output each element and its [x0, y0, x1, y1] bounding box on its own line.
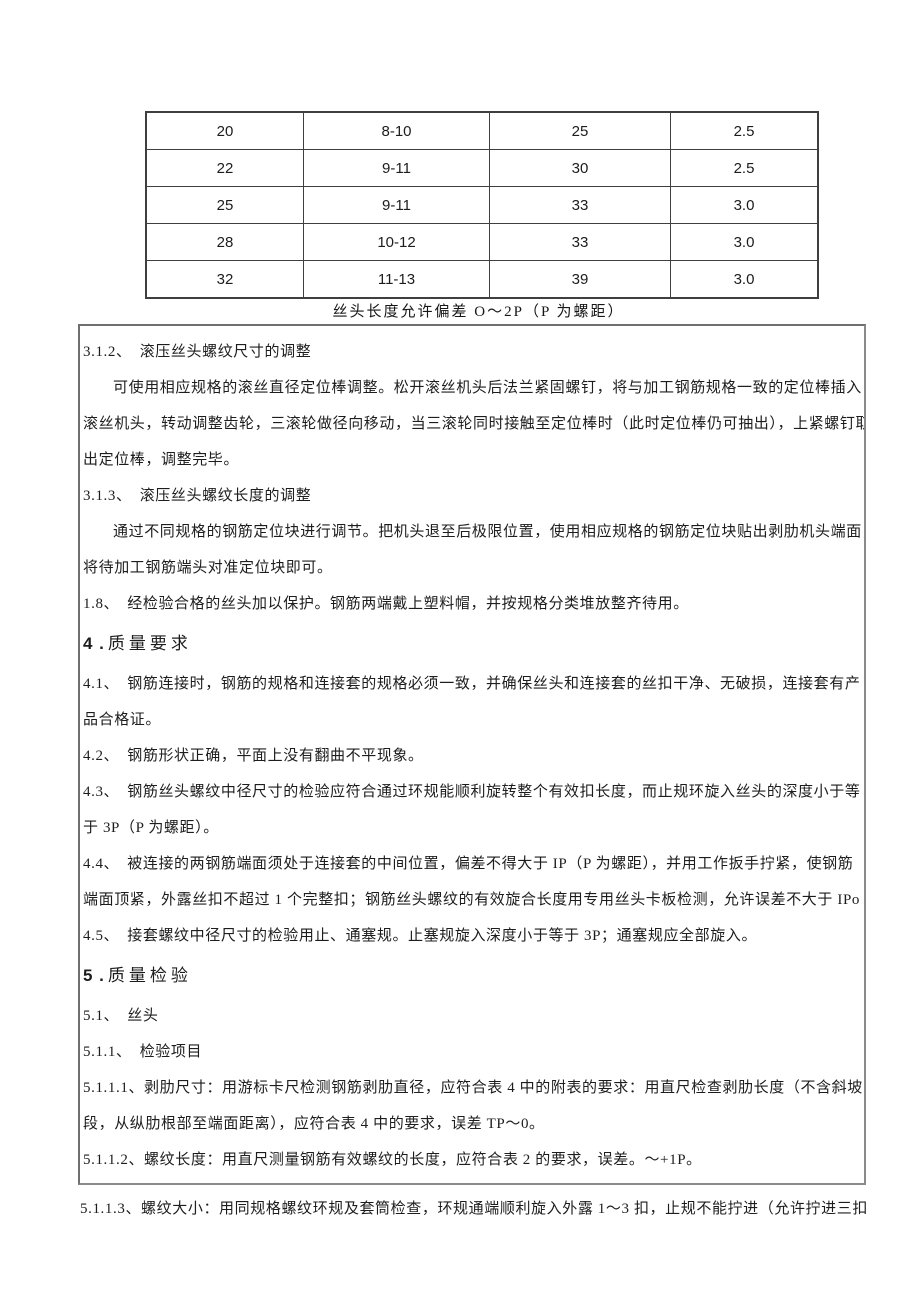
clause-text-line: 4.4、 被连接的两钢筋端面须处于连接套的中间位置，偏差不得大于 IP（P 为螺…: [83, 856, 854, 872]
table-cell: 39: [489, 260, 671, 299]
clause-text-line: 于 3P（P 为螺距）。: [83, 820, 219, 836]
clause-text-line: 4.2、 钢筋形状正确，平面上没有翻曲不平现象。: [83, 748, 424, 764]
spec-table-body: 20 8-10 25 2.5 22 9-11 30 2.5 25 9-11 33 3.0 28 10-12…: [145, 111, 819, 299]
clause-text-line: 品合格证。: [83, 712, 162, 728]
thread-length-spec-table: 20 8-10 25 2.5 22 9-11 30 2.5 25 9-11 33 3.0 28 10-12…: [145, 111, 819, 299]
table-cell: 8-10: [303, 111, 490, 150]
table-cell: 3.0: [670, 186, 819, 224]
clause-text-line: 4.3、 钢筋丝头螺纹中径尺寸的检验应符合通过环规能顺利旋转整个有效扣长度，而止…: [83, 784, 861, 800]
clause-text-line: 滚丝机头，转动调整齿轮，三滚轮做径向移动，当三滚轮同时接触至定位棒时（此时定位棒…: [83, 416, 866, 432]
clause-text-line: 端面顶紧，外露丝扣不超过 1 个完整扣；钢筋丝头螺纹的有效旋合长度用专用丝头卡板…: [83, 892, 860, 908]
table-cell: 32: [145, 260, 304, 299]
table-cell: 3.0: [670, 223, 819, 261]
clause-text-line: 可使用相应规格的滚丝直径定位棒调整。松开滚丝机头后法兰紧固螺钉，将与加工钢筋规格…: [113, 380, 862, 396]
table-cell: 25: [145, 186, 304, 224]
table-cell: 33: [489, 223, 671, 261]
section-title: 质量检验: [107, 966, 192, 985]
table-cell: 10-12: [303, 223, 490, 261]
table-cell: 30: [489, 149, 671, 187]
table-caption: 丝头长度允许偏差 O～2P（P 为螺距）: [332, 304, 625, 320]
table-cell: 33: [489, 186, 671, 224]
section-heading: 5 . 质量检验: [83, 954, 862, 998]
table-row: 22 9-11 30 2.5: [145, 149, 819, 187]
clause-text-line: 1.8、 经检验合格的丝头加以保护。钢筋两端戴上塑料帽，并按规格分类堆放整齐待用…: [83, 596, 689, 612]
section-number: 5 .: [83, 966, 105, 985]
table-cell: 22: [145, 149, 304, 187]
clause-text-line: 5.1.1、 检验项目: [83, 1044, 203, 1060]
table-cell: 25: [489, 111, 671, 150]
table-cell: 2.5: [670, 149, 819, 187]
table-cell: 2.5: [670, 111, 819, 150]
clause-text-line: 3.1.2、 滚压丝头螺纹尺寸的调整: [83, 344, 312, 360]
clause-text-line: 将待加工钢筋端头对准定位块即可。: [83, 560, 333, 576]
table-cell: 3.0: [670, 260, 819, 299]
clause-text-line: 5.1.1.1、剥肋尺寸：用游标卡尺检测钢筋剥肋直径，应符合表 4 中的附表的要…: [83, 1080, 863, 1096]
clause-text-line: 通过不同规格的钢筋定位块进行调节。把机头退至后极限位置，使用相应规格的钢筋定位块…: [113, 524, 866, 540]
section-heading: 4 . 质量要求: [83, 622, 862, 666]
table-row: 20 8-10 25 2.5: [145, 111, 819, 150]
clause-text-line: 4.1、 钢筋连接时，钢筋的规格和连接套的规格必须一致，并确保丝头和连接套的丝扣…: [83, 676, 861, 692]
clause-text-line: 段，从纵肋根部至端面距离），应符合表 4 中的要求，误差 TP～0。: [83, 1116, 545, 1132]
table-cell: 28: [145, 223, 304, 261]
clause-text-box: 3.1.2、 滚压丝头螺纹尺寸的调整可使用相应规格的滚丝直径定位棒调整。松开滚丝…: [78, 324, 866, 1185]
table-cell: 9-11: [303, 149, 490, 187]
section-title: 质量要求: [107, 634, 192, 653]
clause-text-line: 5.1、 丝头: [83, 1008, 159, 1024]
table-row: 32 11-13 39 3.0: [145, 260, 819, 299]
table-cell: 20: [145, 111, 304, 150]
table-row: 28 10-12 33 3.0: [145, 223, 819, 261]
clause-text-line: 4.5、 接套螺纹中径尺寸的检验用止、通塞规。止塞规旋入深度小于等于 3P；通塞…: [83, 928, 758, 944]
table-cell: 11-13: [303, 260, 490, 299]
clause-lines: 3.1.2、 滚压丝头螺纹尺寸的调整可使用相应规格的滚丝直径定位棒调整。松开滚丝…: [83, 334, 866, 1178]
clause-text-line: 出定位棒，调整完毕。: [83, 452, 240, 468]
table-cell: 9-11: [303, 186, 490, 224]
clause-5113-line: 5.1.1.3、螺纹大小：用同规格螺纹环规及套筒检查，环规通端顺利旋入外露 1～…: [80, 1201, 868, 1217]
clause-text-line: 3.1.3、 滚压丝头螺纹长度的调整: [83, 488, 312, 504]
section-number: 4 .: [83, 634, 105, 653]
clause-text-line: 5.1.1.2、螺纹长度：用直尺测量钢筋有效螺纹的长度，应符合表 2 的要求，误…: [83, 1152, 702, 1168]
table-row: 25 9-11 33 3.0: [145, 186, 819, 224]
